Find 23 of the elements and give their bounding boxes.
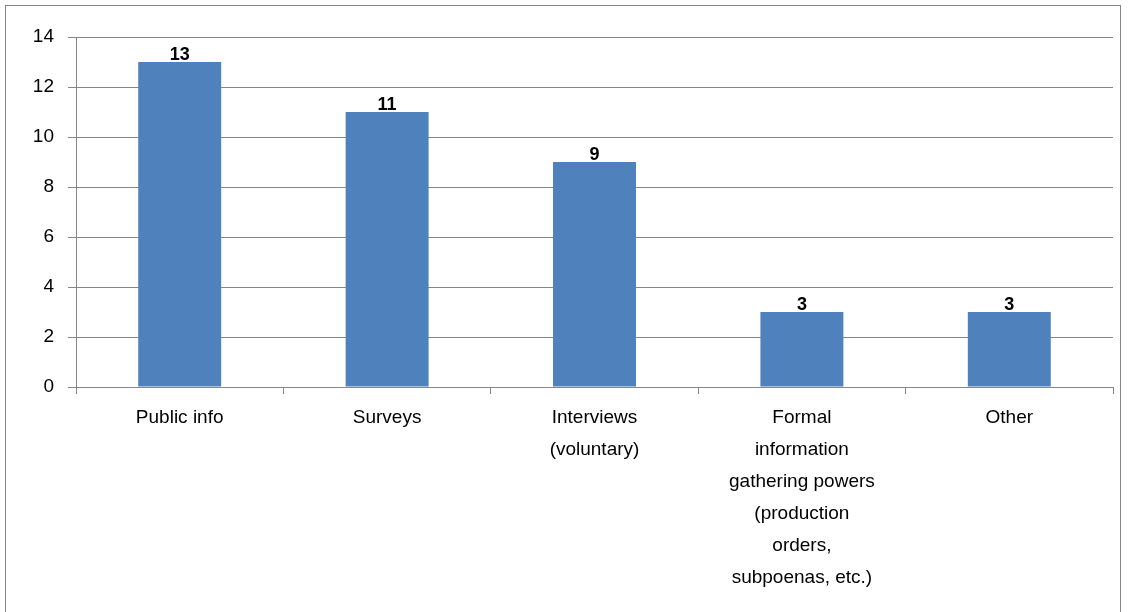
y-tick-label: 8 xyxy=(43,175,54,197)
data-label: 9 xyxy=(589,143,600,164)
data-label: 11 xyxy=(377,93,397,114)
x-tick-label: Public info xyxy=(135,406,224,428)
y-tick-label: 14 xyxy=(32,25,55,47)
y-tick-label: 10 xyxy=(32,125,54,147)
y-tick-label: 4 xyxy=(43,275,55,297)
y-tick-label: 0 xyxy=(43,375,54,397)
bar xyxy=(553,162,636,387)
data-label: 3 xyxy=(796,293,807,314)
data-label: 13 xyxy=(169,43,190,64)
bar xyxy=(760,312,844,387)
y-tick-label: 6 xyxy=(43,225,54,247)
x-tick-label: Formal information gathering powers (production orders, subpoenas, etc.) xyxy=(729,406,875,587)
bar xyxy=(345,112,429,387)
x-tick-label: Other xyxy=(985,406,1034,428)
x-tick-label: Surveys xyxy=(352,406,422,428)
y-tick-label: 12 xyxy=(32,75,54,97)
y-tick-label: 2 xyxy=(43,325,54,347)
bar xyxy=(967,312,1051,387)
bar xyxy=(138,62,222,387)
data-label: 3 xyxy=(1004,293,1015,314)
x-tick-label: Interviews (voluntary) xyxy=(549,406,640,460)
